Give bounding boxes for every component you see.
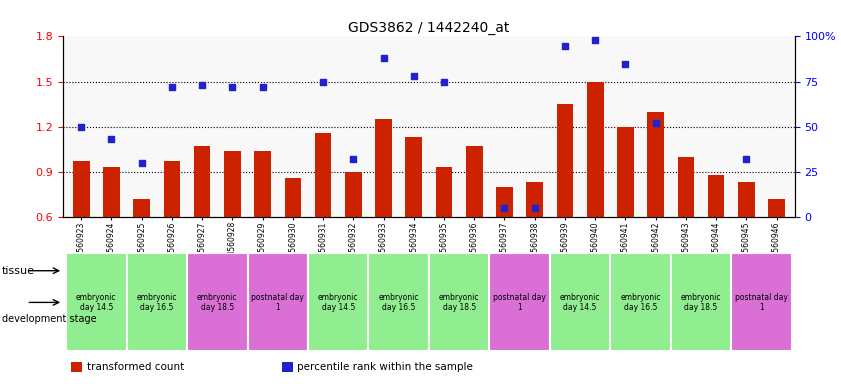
Bar xyxy=(193,146,210,217)
Bar xyxy=(557,104,574,217)
Text: embryonic
day 18.5: embryonic day 18.5 xyxy=(680,293,722,312)
Text: postnatal day
1: postnatal day 1 xyxy=(735,293,788,312)
Point xyxy=(498,205,511,211)
Point xyxy=(377,55,390,61)
Point xyxy=(225,84,239,90)
Text: embryonic
day 14.5: embryonic day 14.5 xyxy=(76,293,117,312)
Point xyxy=(589,37,602,43)
Bar xyxy=(587,82,604,217)
Point xyxy=(649,120,663,126)
Text: development stage: development stage xyxy=(2,314,97,324)
Text: embryonic
day 16.5: embryonic day 16.5 xyxy=(136,293,177,312)
Bar xyxy=(73,161,89,217)
Text: embryonic
day 14.5: embryonic day 14.5 xyxy=(318,293,358,312)
Point xyxy=(256,84,269,90)
Point xyxy=(165,84,178,90)
Bar xyxy=(187,253,247,351)
Point xyxy=(437,79,451,85)
Bar xyxy=(708,175,724,217)
Text: vas deferens: vas deferens xyxy=(635,266,706,276)
Bar xyxy=(678,157,694,217)
Text: efferent ducts: efferent ducts xyxy=(148,266,226,276)
Bar xyxy=(164,161,180,217)
Bar xyxy=(66,253,126,351)
Bar xyxy=(247,253,308,351)
Bar xyxy=(526,182,543,217)
Bar xyxy=(769,199,785,217)
Bar xyxy=(254,151,271,217)
Point xyxy=(407,73,420,79)
Point xyxy=(195,82,209,88)
Bar xyxy=(466,146,483,217)
Bar xyxy=(405,137,422,217)
Bar xyxy=(375,119,392,217)
Bar xyxy=(738,182,754,217)
Bar xyxy=(103,167,119,217)
Point xyxy=(75,124,88,130)
Text: embryonic
day 18.5: embryonic day 18.5 xyxy=(439,293,479,312)
Bar xyxy=(224,151,241,217)
Text: postnatal day
1: postnatal day 1 xyxy=(251,293,304,312)
Point xyxy=(316,79,330,85)
Bar xyxy=(648,112,664,217)
Point xyxy=(528,205,542,211)
Text: embryonic
day 16.5: embryonic day 16.5 xyxy=(621,293,661,312)
Text: epididymis: epididymis xyxy=(399,266,459,276)
Point xyxy=(135,160,148,166)
Bar xyxy=(315,133,331,217)
Point xyxy=(346,156,360,162)
Text: postnatal day
1: postnatal day 1 xyxy=(493,293,546,312)
Bar xyxy=(308,253,368,351)
Bar xyxy=(345,172,362,217)
Text: transformed count: transformed count xyxy=(87,362,184,372)
Bar xyxy=(308,255,550,286)
Bar xyxy=(617,127,634,217)
Point xyxy=(619,61,632,67)
Bar xyxy=(436,167,452,217)
Bar xyxy=(66,255,308,286)
Text: tissue: tissue xyxy=(2,266,34,276)
Bar xyxy=(368,253,429,351)
Bar xyxy=(126,253,187,351)
Bar xyxy=(489,253,550,351)
Text: embryonic
day 16.5: embryonic day 16.5 xyxy=(378,293,419,312)
Bar xyxy=(611,253,671,351)
Point xyxy=(558,43,572,49)
Bar xyxy=(429,253,489,351)
Bar xyxy=(671,253,732,351)
Point xyxy=(739,156,753,162)
Bar xyxy=(284,178,301,217)
Bar xyxy=(550,255,791,286)
Text: percentile rank within the sample: percentile rank within the sample xyxy=(297,362,473,372)
Text: embryonic
day 18.5: embryonic day 18.5 xyxy=(197,293,237,312)
Text: embryonic
day 14.5: embryonic day 14.5 xyxy=(560,293,600,312)
Bar xyxy=(732,253,791,351)
Bar xyxy=(134,199,150,217)
Bar xyxy=(550,253,611,351)
Point xyxy=(105,136,119,142)
Title: GDS3862 / 1442240_at: GDS3862 / 1442240_at xyxy=(348,22,510,35)
Bar xyxy=(496,187,513,217)
